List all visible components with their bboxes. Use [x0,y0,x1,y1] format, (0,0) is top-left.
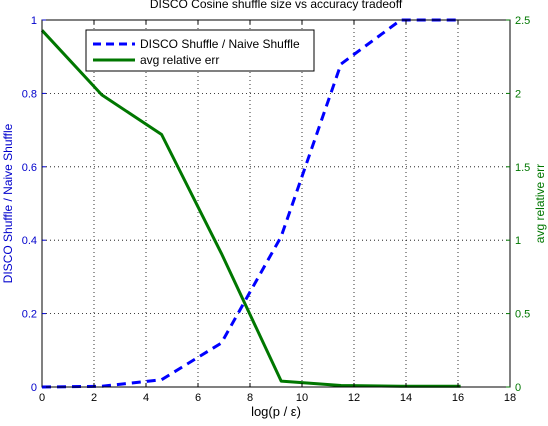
y-right-tick-label: 0 [515,382,521,394]
y-left-tick-label: 0.4 [22,235,37,247]
y-left-tick-label: 0 [31,382,37,394]
y-right-tick-label: 0.5 [515,309,530,321]
x-tick-label: 18 [504,392,516,404]
x-tick-label: 12 [348,392,360,404]
legend-label-disco: DISCO Shuffle / Naive Shuffle [140,37,300,51]
x-tick-label: 0 [39,392,45,404]
ticks: 0 2 4 6 8 10 12 14 16 1800.20.40.60.8100.511.522.… [22,15,531,404]
x-tick-label: 14 [400,392,412,404]
series-layer [40,18,461,389]
x-tick-label: 16 [452,392,464,404]
x-tick-label: 6 [195,392,201,404]
y-axis-label-right: avg relative err [533,164,547,243]
legend: DISCO Shuffle / Naive Shuffle avg relati… [85,29,315,72]
y-left-tick-label: 1 [31,15,37,27]
x-tick-label: 8 [247,392,253,404]
y-right-tick-label: 1 [515,235,521,247]
x-axis-label: log(p / ε) [251,404,301,419]
y-axis-label-left: DISCO Shuffle / Naive Shuffle [1,123,15,283]
grid [42,20,510,387]
legend-label-err: avg relative err [140,53,219,67]
y-right-tick-label: 2.5 [515,15,530,27]
x-tick-label: 2 [91,392,97,404]
y-right-tick-label: 2 [515,88,521,100]
y-left-tick-label: 0.6 [22,162,37,174]
series-line-avg-error [40,29,461,388]
series-line-disco-ratio [41,18,461,389]
y-right-tick-label: 1.5 [515,162,530,174]
chart-title: DISCO Cosine shuffle size vs accuracy tr… [150,0,403,11]
x-tick-label: 10 [296,392,308,404]
y-left-tick-label: 0.2 [22,309,37,321]
legend-box [85,29,315,72]
plot-frame [41,19,511,388]
x-tick-label: 4 [143,392,149,404]
y-left-tick-label: 0.8 [22,88,37,100]
